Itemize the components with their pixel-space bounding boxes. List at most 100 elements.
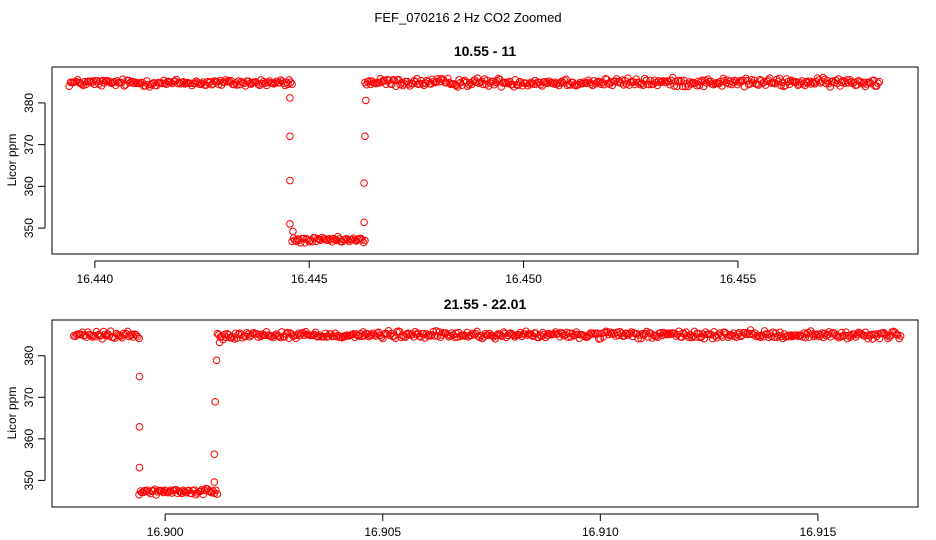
data-point	[207, 488, 216, 497]
y-tick-label: 380	[22, 93, 36, 113]
data-point	[128, 77, 137, 86]
data-point	[556, 79, 565, 87]
data-point	[341, 332, 349, 341]
data-point	[220, 78, 229, 87]
data-point	[811, 330, 819, 339]
data-point	[393, 328, 401, 336]
data-point	[283, 328, 292, 337]
data-point-transition	[362, 96, 370, 105]
data-point-transition	[215, 338, 224, 347]
data-point	[359, 238, 368, 247]
data-point	[593, 78, 601, 87]
data-point	[342, 331, 351, 339]
data-point	[670, 82, 679, 90]
data-point	[390, 76, 399, 85]
data-point	[818, 329, 826, 337]
data-point	[638, 329, 647, 338]
data-point	[565, 329, 574, 338]
data-point	[86, 331, 95, 340]
data-point	[581, 332, 589, 341]
data-point	[875, 77, 884, 86]
data-point-transition	[135, 372, 144, 381]
y-tick-label: 380	[22, 345, 36, 365]
data-point	[102, 332, 111, 340]
data-point-transition	[286, 94, 294, 102]
y-axis-label-top: Licor ppm	[5, 134, 19, 187]
x-tick-label: 16.445	[291, 272, 328, 286]
data-point	[661, 330, 669, 339]
data-point	[685, 78, 694, 86]
data-point	[314, 332, 323, 341]
data-point	[735, 78, 743, 86]
data-point	[199, 490, 207, 499]
data-point	[456, 332, 464, 341]
data-point	[484, 331, 492, 340]
data-point	[286, 78, 295, 87]
y-axis-top: 350 360 370 380	[22, 93, 46, 238]
data-point	[431, 332, 439, 340]
data-point	[255, 330, 264, 339]
data-point	[603, 328, 612, 337]
data-point	[874, 79, 882, 87]
data-point	[844, 331, 853, 340]
data-point	[595, 78, 604, 86]
data-point-transition	[286, 176, 294, 185]
data-point-transition	[135, 423, 144, 431]
data-point	[106, 78, 114, 86]
data-point	[258, 79, 267, 88]
data-point	[305, 237, 314, 246]
y-axis-label-bottom: Licor ppm	[5, 387, 19, 440]
data-point	[607, 329, 616, 338]
data-point	[99, 76, 107, 85]
x-tick-label: 16.455	[720, 272, 757, 286]
data-point	[494, 74, 503, 83]
data-point	[635, 79, 643, 87]
data-point	[663, 330, 672, 339]
plot-panel-top: 10.55 - 11 Licor ppm 16.440 16.445 16.450 1…	[5, 43, 919, 286]
data-point	[361, 236, 369, 245]
data-point	[344, 236, 352, 244]
data-point	[509, 331, 518, 340]
data-point	[402, 330, 411, 338]
panel-title-bottom: 21.55 - 22.01	[444, 296, 527, 312]
data-point	[299, 234, 308, 243]
data-point	[833, 332, 842, 341]
data-point	[836, 332, 845, 341]
data-point	[444, 74, 452, 83]
data-point	[785, 332, 794, 341]
data-point	[404, 80, 413, 88]
data-point	[341, 235, 349, 244]
panel-title-top: 10.55 - 11	[454, 43, 516, 59]
data-point	[212, 486, 220, 495]
data-point	[543, 79, 552, 87]
data-point	[221, 76, 230, 84]
data-point	[213, 490, 222, 498]
data-point	[677, 76, 686, 85]
x-tick-label: 16.915	[800, 525, 837, 539]
data-point	[694, 77, 702, 86]
data-point	[863, 331, 871, 340]
data-point	[574, 330, 582, 339]
data-point	[348, 235, 356, 244]
data-point	[809, 332, 818, 341]
data-point	[600, 328, 609, 337]
data-point	[896, 332, 905, 340]
x-tick-label: 16.450	[505, 272, 542, 286]
data-point	[419, 329, 428, 338]
data-point	[645, 80, 653, 89]
y-tick-label: 360	[22, 176, 36, 196]
data-point-transition	[135, 463, 144, 472]
x-axis-bottom: 16.900 16.905 16.910 16.915	[147, 513, 837, 539]
data-point	[787, 331, 795, 340]
data-point-transition	[289, 227, 297, 236]
data-point	[442, 79, 451, 87]
data-points-bottom	[69, 326, 905, 499]
data-point	[867, 330, 875, 339]
figure-title: FEF_070216 2 Hz CO2 Zoomed	[374, 10, 561, 25]
data-point	[548, 78, 556, 87]
data-point	[687, 333, 696, 342]
data-point	[871, 330, 880, 339]
data-point	[792, 331, 801, 339]
data-point	[597, 80, 605, 88]
